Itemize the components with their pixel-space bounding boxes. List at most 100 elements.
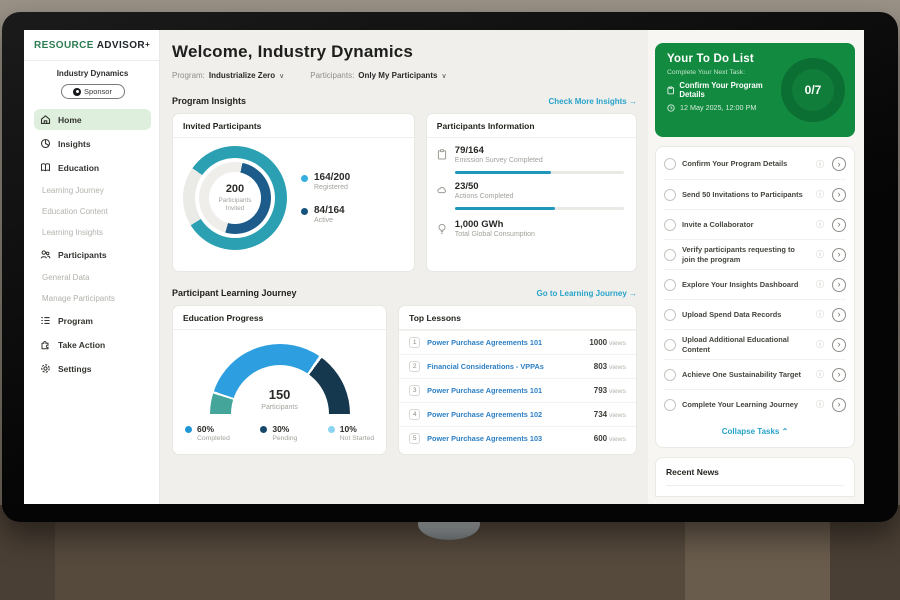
logo-advisor: ADVISOR — [97, 40, 145, 51]
sidebar-item-insights[interactable]: Insights — [34, 133, 151, 154]
participants-filter[interactable]: Participants: Only My Participants ∨ — [310, 71, 446, 80]
task-checkbox[interactable] — [664, 369, 676, 381]
task-chevron-button[interactable]: › — [832, 338, 846, 352]
task-row-upload-educational-content[interactable]: Upload Additional Educational Content ⓘ … — [664, 329, 846, 359]
go-to-learning-journey-link[interactable]: Go to Learning Journey → — [537, 289, 637, 298]
info-icon[interactable]: ⓘ — [816, 159, 824, 170]
sponsor-badge[interactable]: Sponsor — [61, 84, 125, 99]
todo-progress-count: 0/7 — [805, 83, 822, 97]
legend-not-started: 10% Not Started — [328, 424, 374, 442]
sidebar-item-take-action[interactable]: Take Action — [34, 334, 151, 355]
task-chevron-button[interactable]: › — [832, 188, 846, 202]
program-filter[interactable]: Program: Industrialize Zero ∨ — [172, 71, 284, 80]
top-lessons-card-title: Top Lessons — [399, 306, 636, 330]
sidebar-item-education[interactable]: Education — [34, 157, 151, 178]
sidebar-item-label: Manage Participants — [42, 294, 115, 303]
task-checkbox[interactable] — [664, 339, 676, 351]
task-row-achieve-target[interactable]: Achieve One Sustainability Target ⓘ › — [664, 359, 846, 389]
sidebar-item-general-data[interactable]: General Data — [34, 268, 151, 286]
lesson-row: 5 Power Purchase Agreements 103 600 view… — [399, 426, 636, 450]
legend-registered: 164/200 Registered — [301, 172, 350, 191]
completed-dot — [185, 426, 192, 433]
app-logo[interactable]: RESOURCE ADVISOR+ — [34, 40, 151, 51]
task-chevron-button[interactable]: › — [832, 278, 846, 292]
todo-panel: Your To Do List Complete Your Next Task:… — [648, 30, 864, 504]
sidebar-item-settings[interactable]: Settings — [34, 358, 151, 379]
collapse-tasks-link[interactable]: Collapse Tasks ⌃ — [664, 419, 846, 445]
chevron-down-icon: ∨ — [441, 72, 446, 80]
todo-next-task: Confirm Your Program Details — [679, 81, 781, 99]
sidebar-item-program[interactable]: Program — [34, 310, 151, 331]
task-checkbox[interactable] — [664, 309, 676, 321]
info-icon[interactable]: ⓘ — [816, 339, 824, 350]
top-lessons-card: Top Lessons 1 Power Purchase Agreements … — [398, 305, 637, 455]
task-checkbox[interactable] — [664, 399, 676, 411]
sidebar-item-manage-participants[interactable]: Manage Participants — [34, 289, 151, 307]
lesson-link[interactable]: Power Purchase Agreements 103 — [427, 434, 594, 443]
registered-dot — [301, 175, 308, 182]
info-icon[interactable]: ⓘ — [816, 399, 824, 410]
task-checkbox[interactable] — [664, 158, 676, 170]
list-icon — [40, 315, 51, 326]
participants-information-card: Participants Information 79/164 Emission… — [426, 113, 637, 272]
lesson-link[interactable]: Financial Considerations - VPPAs — [427, 362, 594, 371]
lesson-row: 3 Power Purchase Agreements 101 793 view… — [399, 378, 636, 402]
lesson-rank: 4 — [409, 409, 420, 420]
task-checkbox[interactable] — [664, 219, 676, 231]
lesson-link[interactable]: Power Purchase Agreements 101 — [427, 338, 589, 347]
task-row-complete-learning-journey[interactable]: Complete Your Learning Journey ⓘ › — [664, 389, 846, 419]
task-checkbox[interactable] — [664, 279, 676, 291]
sidebar-item-home[interactable]: Home — [34, 109, 151, 130]
info-icon[interactable]: ⓘ — [816, 369, 824, 380]
task-row-confirm-program[interactable]: Confirm Your Program Details ⓘ › — [664, 149, 846, 179]
global-consumption-stat: 1,000 GWh Total Global Consumption — [437, 219, 624, 238]
info-icon[interactable]: ⓘ — [816, 219, 824, 230]
clock-icon — [667, 104, 675, 112]
sidebar-item-learning-insights[interactable]: Learning Insights — [34, 223, 151, 241]
invited-participants-donut-chart: 200 Participants Invited — [183, 146, 287, 250]
task-row-verify-participants[interactable]: Verify participants requesting to join t… — [664, 239, 846, 269]
sidebar-divider — [24, 60, 159, 61]
sidebar-item-participants[interactable]: Participants — [34, 244, 151, 265]
education-progress-gauge-chart: 150 Participants — [210, 344, 350, 414]
invited-participants-card: Invited Participants 200 Participants In… — [172, 113, 415, 272]
info-icon[interactable]: ⓘ — [816, 309, 824, 320]
info-icon[interactable]: ⓘ — [816, 249, 824, 260]
program-filter-value: Industrialize Zero — [209, 71, 275, 80]
check-more-insights-link[interactable]: Check More Insights → — [549, 97, 637, 106]
task-chevron-button[interactable]: › — [832, 248, 846, 262]
clipboard-icon — [667, 86, 674, 95]
task-chevron-button[interactable]: › — [832, 398, 846, 412]
lesson-row: 2 Financial Considerations - VPPAs 803 v… — [399, 354, 636, 378]
lightbulb-icon — [437, 223, 447, 235]
task-row-upload-spend-data[interactable]: Upload Spend Data Records ⓘ › — [664, 299, 846, 329]
task-row-explore-insights[interactable]: Explore Your Insights Dashboard ⓘ › — [664, 269, 846, 299]
task-checkbox[interactable] — [664, 189, 676, 201]
main-content: Welcome, Industry Dynamics Program: Indu… — [160, 30, 648, 504]
task-row-send-invitations[interactable]: Send 50 Invitations to Participants ⓘ › — [664, 179, 846, 209]
sidebar-item-education-content[interactable]: Education Content — [34, 202, 151, 220]
info-icon[interactable]: ⓘ — [816, 279, 824, 290]
info-icon[interactable]: ⓘ — [816, 189, 824, 200]
task-row-invite-collaborator[interactable]: Invite a Collaborator ⓘ › — [664, 209, 846, 239]
todo-due-date: 12 May 2025, 12:00 PM — [680, 103, 756, 112]
sponsor-badge-label: Sponsor — [84, 87, 112, 96]
emission-survey-stat: 79/164 Emission Survey Completed — [437, 145, 624, 164]
home-icon — [40, 114, 51, 125]
task-checkbox[interactable] — [664, 249, 676, 261]
sidebar-item-label: Learning Insights — [42, 228, 103, 237]
sidebar-item-label: Program — [58, 316, 93, 326]
lesson-link[interactable]: Power Purchase Agreements 101 — [427, 386, 594, 395]
task-chevron-button[interactable]: › — [832, 368, 846, 382]
lesson-link[interactable]: Power Purchase Agreements 102 — [427, 410, 594, 419]
participants-information-card-title: Participants Information — [427, 114, 636, 138]
filter-bar: Program: Industrialize Zero ∨ Participan… — [172, 71, 637, 80]
sidebar-item-learning-journey[interactable]: Learning Journey — [34, 181, 151, 199]
logo-resource: RESOURCE — [34, 40, 94, 51]
task-chevron-button[interactable]: › — [832, 218, 846, 232]
education-progress-card-title: Education Progress — [173, 306, 386, 330]
task-chevron-button[interactable]: › — [832, 308, 846, 322]
participants-filter-label: Participants: — [310, 71, 354, 80]
sidebar-item-label: Settings — [58, 364, 92, 374]
task-chevron-button[interactable]: › — [832, 157, 846, 171]
